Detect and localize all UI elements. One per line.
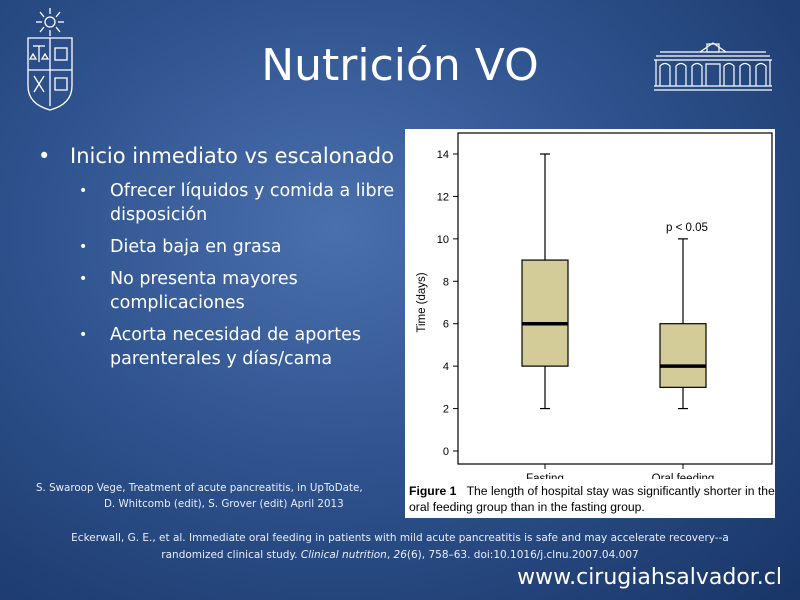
figure-panel: 0 2 4 6 8 10 12 14 Time (days) Fasting Oral feedin… bbox=[405, 129, 775, 518]
bullet-dot-icon: • bbox=[79, 271, 88, 287]
x-tick-label: Fasting bbox=[526, 473, 564, 479]
sub-bullet-list: • Ofrecer líquidos y comida a libre disp… bbox=[38, 179, 398, 371]
sub-bullet-item: • No presenta mayores complicaciones bbox=[38, 267, 398, 315]
volume-number: 26 bbox=[393, 549, 407, 561]
sub-bullet-text: Ofrecer líquidos y comida a libre dispos… bbox=[110, 181, 395, 225]
figure-caption: Figure 1 The length of hospital stay was… bbox=[409, 483, 775, 515]
reference-line: randomized clinical study. Clinical nutr… bbox=[161, 549, 639, 561]
bullet-dot-icon: • bbox=[38, 144, 51, 168]
reference-line: D. Whitcomb (edit), S. Grover (edit) Apr… bbox=[104, 498, 344, 510]
building-logo bbox=[654, 42, 772, 91]
reference-line: S. Swaroop Vege, Treatment of acute panc… bbox=[36, 482, 363, 494]
university-crest-logo bbox=[27, 8, 73, 111]
bullet-dot-icon: • bbox=[79, 183, 88, 199]
bullet-list: • Inicio inmediato vs escalonado • Ofrec… bbox=[38, 142, 398, 371]
sub-bullet-item: • Dieta baja en grasa bbox=[38, 235, 398, 259]
bullet-dot-icon: • bbox=[79, 239, 88, 255]
sub-bullet-text: Acorta necesidad de aportes parenterales… bbox=[110, 325, 361, 369]
website-url: www.cirugiahsalvador.cl bbox=[517, 565, 782, 590]
bullet-main-text: Inicio inmediato vs escalonado bbox=[70, 144, 394, 168]
x-tick-label: Oral feeding bbox=[652, 473, 715, 479]
figure-label: Figure 1 bbox=[409, 484, 457, 498]
y-tick-label: 6 bbox=[443, 319, 449, 331]
slide-title: Nutrición VO bbox=[261, 40, 539, 91]
bullet-dot-icon: • bbox=[79, 327, 88, 343]
y-tick-label: 4 bbox=[443, 361, 449, 373]
y-tick-label: 14 bbox=[437, 149, 449, 161]
figure-caption-text: The length of hospital stay was signific… bbox=[409, 484, 775, 514]
y-tick-label: 8 bbox=[443, 276, 449, 288]
y-tick-label: 12 bbox=[437, 191, 449, 203]
boxplot-chart: 0 2 4 6 8 10 12 14 Time (days) Fasting Oral feedin… bbox=[416, 132, 773, 479]
reference-line: Eckerwall, G. E., et al. Immediate oral … bbox=[71, 532, 729, 544]
eckerwall-reference: Eckerwall, G. E., et al. Immediate oral … bbox=[40, 530, 760, 564]
y-axis-label: Time (days) bbox=[416, 272, 428, 332]
uptodate-reference: S. Swaroop Vege, Treatment of acute panc… bbox=[36, 480, 406, 512]
box-iqr bbox=[659, 323, 707, 388]
plot-frame bbox=[457, 132, 773, 465]
sub-bullet-text: Dieta baja en grasa bbox=[110, 237, 282, 257]
journal-name: Clinical nutrition bbox=[300, 549, 387, 561]
y-tick-label: 0 bbox=[443, 446, 449, 458]
sub-bullet-item: • Ofrecer líquidos y comida a libre disp… bbox=[38, 179, 398, 227]
sub-bullet-item: • Acorta necesidad de aportes parenteral… bbox=[38, 323, 398, 371]
sub-bullet-text: No presenta mayores complicaciones bbox=[110, 269, 298, 313]
y-tick-label: 10 bbox=[437, 234, 449, 246]
bullet-main: • Inicio inmediato vs escalonado bbox=[38, 142, 398, 171]
box-iqr bbox=[521, 259, 569, 367]
y-tick-label: 2 bbox=[443, 404, 449, 416]
p-value-annotation: p < 0.05 bbox=[666, 222, 708, 234]
